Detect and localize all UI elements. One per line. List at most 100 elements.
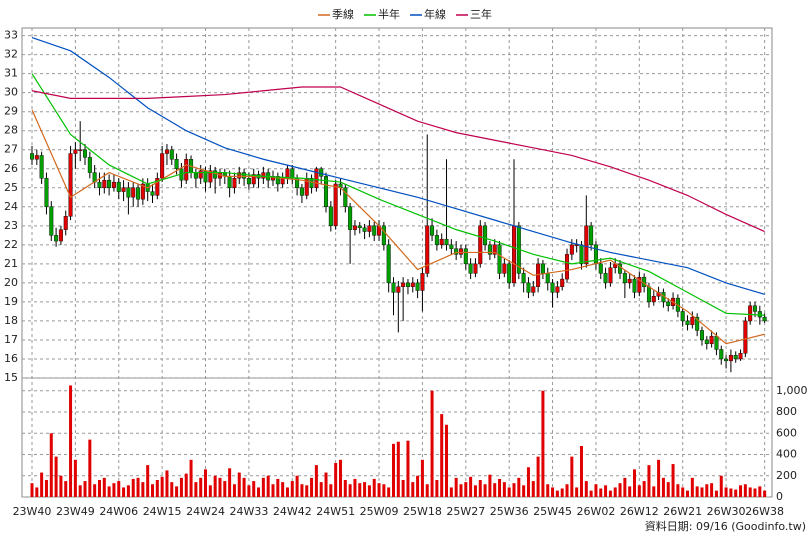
volume-bar — [213, 475, 217, 497]
volume-bar — [252, 481, 256, 497]
volume-bar — [705, 484, 709, 497]
candle-body — [87, 157, 92, 173]
volume-bar — [107, 486, 111, 497]
volume-bar — [189, 459, 193, 497]
candle-body — [748, 305, 753, 322]
volume-bar — [493, 483, 497, 497]
candle-body — [704, 339, 709, 344]
candle-body — [743, 320, 748, 354]
candle-body — [227, 176, 232, 188]
volume-bar — [411, 482, 415, 497]
candle-body — [646, 286, 651, 303]
candle-body — [131, 187, 136, 198]
x-tick-label: 24W15 — [143, 505, 182, 518]
volume-bar — [526, 467, 530, 497]
volume-bar — [281, 482, 285, 497]
x-tick-label: 24W24 — [186, 505, 225, 518]
volume-bar — [464, 482, 468, 497]
candle-body — [439, 238, 444, 246]
volume-bar — [382, 484, 386, 497]
candle-body — [348, 206, 353, 230]
volume-bar — [88, 439, 92, 497]
volume-bar — [555, 490, 559, 497]
volume-bar — [758, 486, 762, 497]
x-tick-label: 25W27 — [446, 505, 485, 518]
volume-bar — [642, 481, 646, 497]
volume-bar — [170, 482, 174, 497]
candle-body — [352, 225, 357, 230]
candle-body — [709, 335, 714, 344]
candle-body — [579, 244, 584, 265]
candle-body — [651, 296, 656, 303]
volume-bar — [763, 490, 767, 497]
volume-bar — [546, 484, 550, 497]
candle-body — [386, 244, 391, 284]
volume-bar — [271, 484, 275, 497]
candle-body — [434, 235, 439, 246]
candle-body — [695, 316, 700, 331]
candle-body — [116, 181, 121, 192]
x-tick-label: 25W09 — [360, 505, 399, 518]
y-tick-label: 29 — [4, 105, 18, 118]
volume-bar — [541, 390, 545, 497]
volume-bar — [690, 477, 694, 497]
x-tick-label: 24W42 — [273, 505, 312, 518]
volume-bar — [502, 482, 506, 497]
volume-bar — [517, 477, 521, 497]
volume-bar — [73, 459, 77, 497]
volume-bar — [575, 487, 579, 497]
y-tick-label: 19 — [4, 295, 18, 308]
candle-body — [521, 273, 526, 284]
moving-average-line — [31, 73, 765, 316]
volume-bar — [295, 475, 299, 497]
candle-body — [565, 254, 570, 280]
candle-body — [184, 159, 189, 181]
candle-body — [478, 225, 483, 265]
candle-body — [83, 149, 88, 158]
volume-bar — [488, 474, 492, 497]
volume-bar — [714, 490, 718, 497]
volume-bar — [686, 490, 690, 497]
candle-body — [603, 273, 608, 284]
volume-bar — [237, 472, 241, 497]
x-tick-label: 24W33 — [229, 505, 268, 518]
candle-body — [324, 176, 329, 208]
moving-average-line — [31, 109, 765, 345]
volume-bar — [310, 477, 314, 497]
y-tick-label: 18 — [4, 314, 18, 327]
volume-bar — [40, 472, 44, 497]
volume-bar — [151, 484, 154, 497]
volume-bar — [579, 446, 583, 497]
volume-bar — [753, 488, 757, 497]
candle-body — [608, 267, 613, 284]
candle-body — [483, 225, 488, 246]
candle-body — [569, 244, 574, 255]
volume-bar — [729, 488, 733, 497]
y-tick-label: 31 — [4, 67, 18, 80]
volume-bar — [175, 486, 179, 497]
volume-bar — [343, 480, 347, 497]
volume-bar — [242, 477, 246, 497]
volume-bar — [314, 465, 318, 497]
y-tick-label: 25 — [4, 181, 18, 194]
candle-body — [372, 225, 377, 236]
volume-bar — [372, 478, 376, 497]
candle-body — [328, 206, 333, 227]
volume-bar — [396, 441, 400, 497]
volume-bar — [204, 469, 208, 497]
plot-frame — [21, 27, 773, 498]
volume-bar — [329, 484, 333, 497]
x-tick-label: 24W51 — [316, 505, 355, 518]
candle-body — [405, 282, 410, 287]
y-tick-label: 22 — [4, 238, 18, 251]
candle-body — [492, 244, 497, 255]
x-tick-label: 24W06 — [99, 505, 138, 518]
volume-bar — [512, 483, 516, 497]
candle-body — [622, 273, 627, 284]
volume-bar — [78, 485, 82, 497]
candle-body — [589, 225, 594, 246]
candle-body — [396, 286, 401, 293]
volume-bar — [228, 468, 232, 497]
volume-bar — [165, 470, 169, 497]
